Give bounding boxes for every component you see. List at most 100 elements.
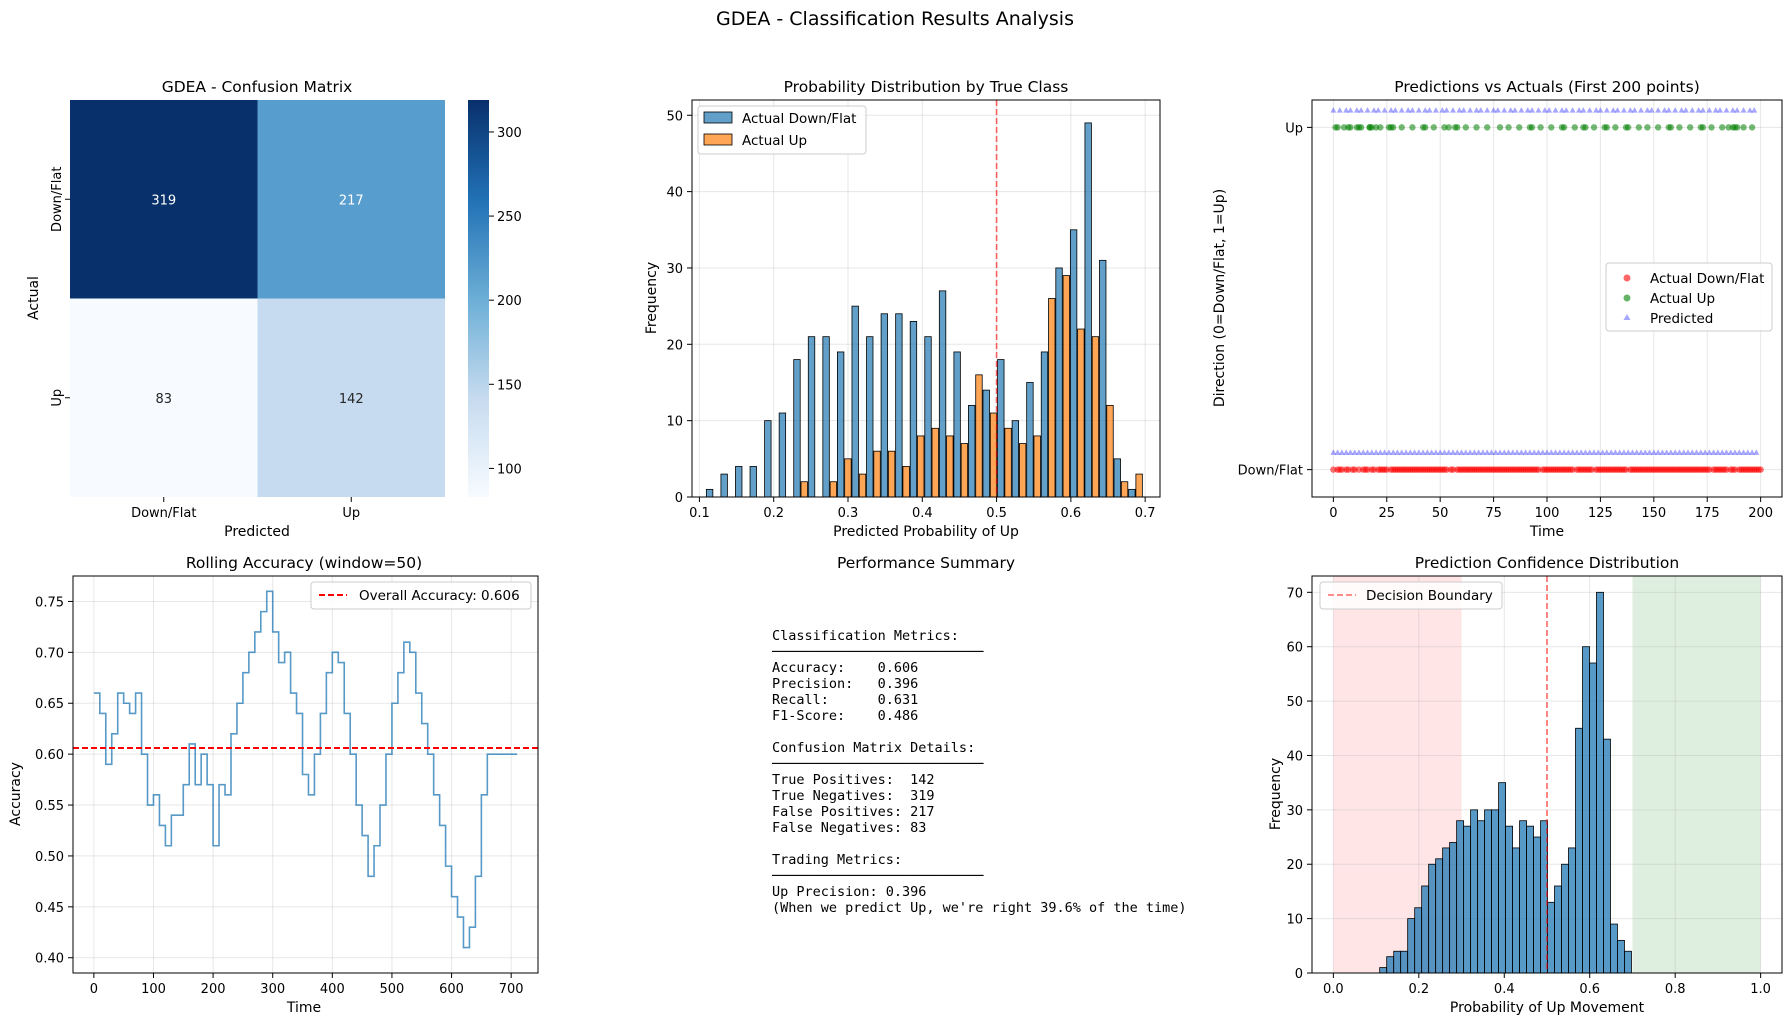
- point-predicted-down: [1603, 449, 1610, 455]
- point-predicted-down: [1676, 449, 1683, 455]
- point-predicted-down: [1475, 449, 1482, 455]
- plot-frame: [1311, 575, 1783, 974]
- point-predicted-down: [1385, 449, 1392, 455]
- point-predicted-down: [1595, 449, 1602, 455]
- performance-summary-panel: Performance Summary Classification Metri…: [771, 554, 1187, 916]
- bar-down-flat: [880, 313, 888, 498]
- point-predicted-up: [1661, 107, 1668, 113]
- rolling-accuracy-legend: Overall Accuracy: 0.606: [310, 581, 532, 610]
- summary-line: ──────────────────────────: [771, 868, 984, 884]
- point-predicted-up: [1740, 107, 1747, 113]
- point-predicted-down: [1479, 449, 1486, 455]
- bar-down-flat: [1011, 420, 1020, 498]
- point-predicted-down: [1484, 449, 1491, 455]
- confidence-bar: [1491, 809, 1499, 974]
- point-predicted-up: [1678, 107, 1685, 113]
- summary-line: ──────────────────────────: [771, 644, 984, 660]
- point-predicted-down: [1582, 449, 1589, 455]
- x-tick-label: 1.0: [1750, 982, 1771, 997]
- prediction-confidence-ylabel: Frequency: [1268, 758, 1284, 830]
- point-predicted-down: [1424, 449, 1431, 455]
- bar-down-flat: [968, 404, 976, 498]
- point-predicted-down: [1586, 449, 1593, 455]
- point-predicted-down: [1633, 449, 1640, 455]
- summary-line: True Positives: 142: [772, 772, 935, 788]
- point-predicted-down: [1693, 449, 1700, 455]
- confidence-bar: [1582, 646, 1590, 974]
- x-tick-label: 400: [320, 982, 345, 997]
- point-actual-up: [1334, 124, 1341, 131]
- point-predicted-down: [1467, 449, 1474, 455]
- bar-up: [873, 450, 881, 498]
- probability-distribution-xlabel: Predicted Probability of Up: [833, 524, 1019, 540]
- legend-label-down: Actual Down/Flat: [742, 111, 856, 127]
- bar-down-flat: [997, 359, 1005, 498]
- bar-down-flat: [953, 351, 961, 498]
- confidence-bar: [1379, 967, 1388, 974]
- x-tick-label: 125: [1588, 506, 1613, 521]
- point-predicted-down: [1702, 449, 1709, 455]
- point-predicted-up: [1518, 107, 1525, 113]
- point-predicted-up: [1546, 107, 1553, 113]
- summary-line: Classification Metrics:: [772, 628, 959, 644]
- prediction-confidence-panel: Prediction Confidence Distribution 0.0 0.…: [1268, 554, 1783, 1016]
- point-predicted-down: [1650, 449, 1657, 455]
- bar-down-flat: [982, 389, 990, 498]
- bar-up: [975, 374, 983, 498]
- point-actual-up: [1740, 124, 1747, 131]
- point-predicted-down: [1441, 449, 1448, 455]
- bar-up: [960, 443, 969, 498]
- point-actual-up: [1516, 124, 1523, 131]
- legend-swatch-down: [703, 111, 733, 124]
- x-tick-label: 500: [380, 982, 405, 997]
- point-predicted-up: [1353, 107, 1360, 113]
- heatmap-cell: [70, 298, 258, 497]
- point-predicted-up: [1381, 107, 1388, 113]
- point-predicted-up: [1682, 107, 1689, 113]
- x-tick-label: 0.5: [986, 506, 1007, 521]
- point-predicted-down: [1646, 449, 1653, 455]
- point-predicted-down: [1612, 449, 1619, 455]
- bar-up: [1135, 473, 1143, 498]
- point-predicted-down: [1458, 449, 1465, 455]
- point-actual-up: [1398, 124, 1405, 131]
- point-predicted-up: [1723, 107, 1730, 113]
- legend-marker-down: [1623, 274, 1631, 282]
- point-actual-up: [1560, 124, 1568, 131]
- confidence-bar: [1393, 950, 1402, 974]
- rolling-accuracy-plot: 0 100 200 300 400 500 600 700 0.40 0.45 0.50 0.55 0.…: [35, 575, 539, 997]
- point-predicted-up: [1569, 107, 1576, 113]
- point-actual-up: [1473, 124, 1480, 131]
- confidence-bar: [1533, 836, 1541, 974]
- summary-line: True Negatives: 319: [772, 788, 935, 804]
- point-predicted-up: [1535, 107, 1542, 113]
- point-actual-up: [1571, 124, 1578, 131]
- point-predicted-up: [1511, 107, 1518, 113]
- point-actual-up: [1635, 124, 1643, 131]
- point-predicted-down: [1505, 449, 1512, 455]
- point-predicted-down: [1608, 449, 1615, 455]
- confidence-bar: [1575, 727, 1583, 974]
- y-tick-label: 0.70: [35, 646, 64, 661]
- rolling-accuracy-title: Rolling Accuracy (window=50): [186, 554, 422, 572]
- bar-up: [829, 481, 838, 498]
- point-actual-up: [1603, 124, 1611, 131]
- point-actual-up: [1686, 124, 1694, 131]
- bar-up: [946, 435, 954, 498]
- point-predicted-up: [1541, 107, 1548, 113]
- confidence-region: [1632, 576, 1761, 973]
- summary-line: Accuracy: 0.606: [772, 660, 918, 676]
- point-predicted-up: [1614, 107, 1621, 113]
- point-predicted-up: [1330, 107, 1337, 113]
- bar-up: [1091, 336, 1100, 498]
- heatmap-cell-label: 83: [155, 392, 172, 407]
- prediction-confidence-xlabel: Probability of Up Movement: [1450, 1000, 1645, 1016]
- point-predicted-down: [1526, 449, 1533, 455]
- point-predicted-down: [1471, 449, 1478, 455]
- point-predicted-down: [1697, 449, 1704, 455]
- performance-summary-text: Classification Metrics:─────────────────…: [771, 628, 1187, 916]
- bar-up: [1077, 328, 1085, 498]
- y-tick-label: 70: [1286, 586, 1303, 601]
- predictions-vs-actuals-panel: Predictions vs Actuals (First 200 points…: [1212, 78, 1783, 540]
- point-predicted-down: [1394, 449, 1401, 455]
